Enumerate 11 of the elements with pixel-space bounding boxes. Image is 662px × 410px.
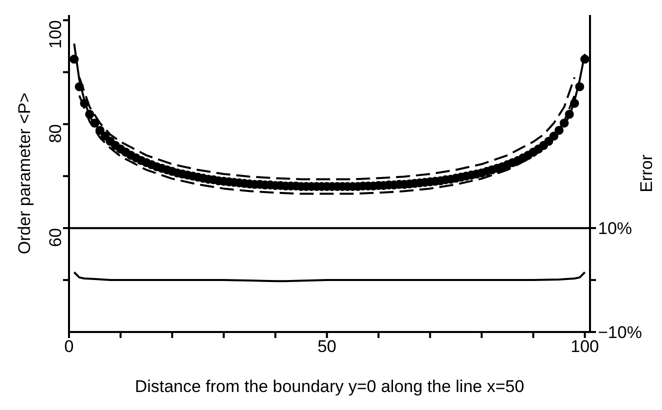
y-axis-title: Order parameter <P> (15, 92, 34, 254)
y-tick-label: 80 (46, 124, 66, 144)
x-tick-label: 50 (317, 337, 336, 356)
y-tick-label: 100 (46, 20, 66, 49)
x-tick-label: 100 (570, 337, 600, 356)
y2-tick-label: −10% (598, 323, 642, 342)
y-tick-label: 60 (46, 228, 66, 247)
x-axis-title: Distance from the boundary y=0 along the line x=50 (134, 377, 524, 396)
x-tick-label: 0 (64, 337, 74, 356)
y2-axis-title: Error (637, 154, 656, 192)
y2-tick-label: 10% (598, 219, 632, 238)
